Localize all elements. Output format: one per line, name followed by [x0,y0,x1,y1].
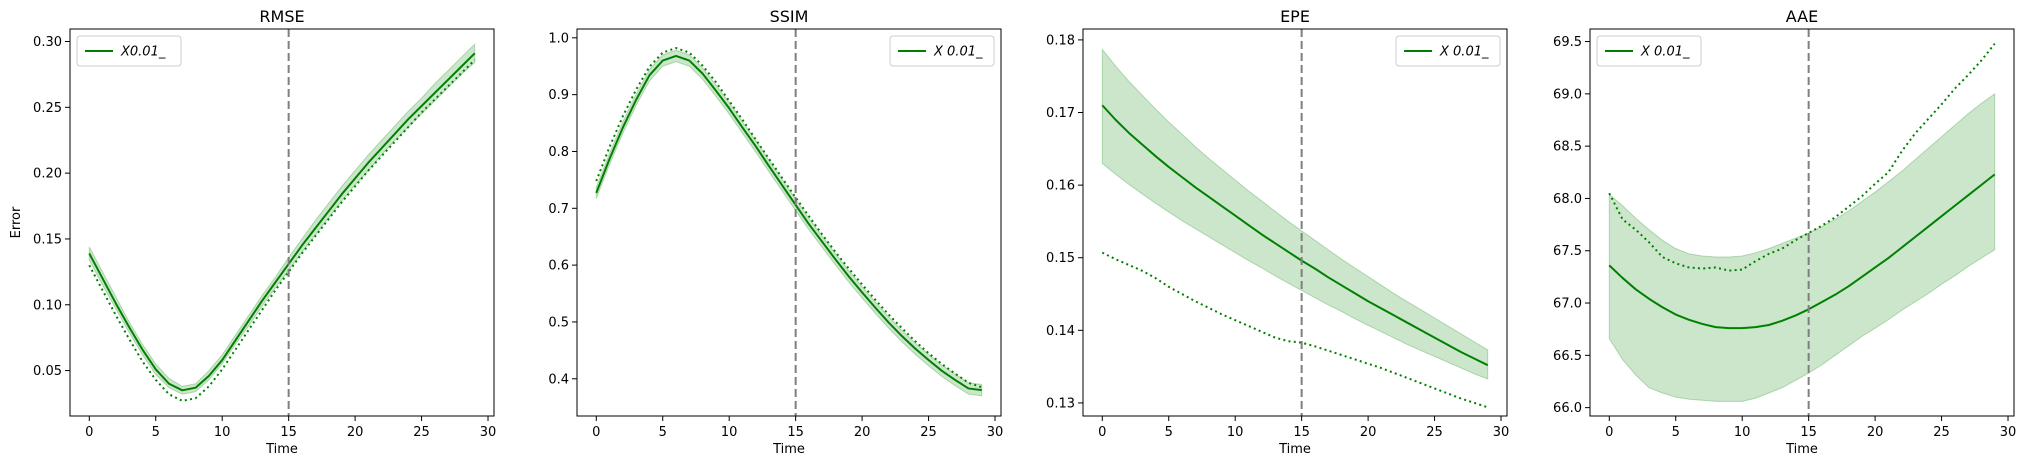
legend-label: X 0.01_ [1439,45,1489,60]
y-tick-label: 0.10 [33,298,62,313]
axes-frame [576,28,1002,417]
confidence-band [1608,92,1996,402]
y-tick-label: 0.20 [33,167,62,182]
y-tick-label: 68.5 [1553,140,1582,155]
chart-title: AAE [1786,7,1818,26]
x-tick-label: 5 [1672,425,1680,440]
axes-frame [69,28,495,417]
series-line-dotted [1608,43,1996,272]
legend-label: X0.01_ [120,45,166,60]
rmse-panel: RMSE Time Error 0 5 10 15 20 25 30 0.05 0.10 0.15… [9,7,496,457]
epe-panel: EPE Time 0 5 10 15 20 25 30 0.13 0.14 0.15 0.16 0.1… [1046,7,1509,457]
x-tick-label: 20 [1867,425,1884,440]
confidence-band [88,42,476,395]
axes-frame [1589,28,2015,417]
legend-label: X 0.01_ [933,45,983,60]
axes-frame [1082,28,1508,417]
y-tick-label: 0.15 [33,232,62,247]
series-line-solid [595,54,982,392]
y-tick-label: 67.0 [1553,297,1582,312]
legend-box [1596,35,1702,67]
y-tick-label: 66.5 [1553,349,1582,364]
series-line-dotted [88,59,476,402]
x-tick-label: 15 [1800,425,1817,440]
y-tick-label: 0.16 [1046,179,1075,194]
x-tick-label: 0 [1098,425,1106,440]
x-tick-label: 15 [280,425,297,440]
x-tick-label: 25 [920,425,937,440]
chart-title: EPE [1280,7,1310,26]
y-tick-label: 0.25 [33,101,62,116]
x-tick-label: 0 [1605,425,1613,440]
legend-box [1395,35,1501,67]
y-tick-label: 0.4 [548,372,569,387]
x-tick-label: 15 [787,425,804,440]
legend-box [889,35,995,67]
x-tick-label: 10 [721,425,738,440]
x-tick-label: 30 [480,425,497,440]
y-tick-label: 0.17 [1046,106,1075,121]
x-tick-label: 30 [1493,425,1510,440]
ssim-panel: SSIM Time 0 5 10 15 20 25 30 0.4 0.5 0.6 0.7 0.8 0.9… [548,7,1003,457]
y-tick-label: 0.15 [1046,251,1075,266]
x-tick-label: 25 [1426,425,1443,440]
x-tick-label: 30 [2000,425,2017,440]
legend-label: X 0.01_ [1640,45,1690,60]
y-tick-label: 0.6 [548,259,569,274]
x-tick-label: 5 [1165,425,1173,440]
x-axis-label: Time [265,442,298,457]
y-tick-label: 1.0 [548,31,569,46]
y-tick-label: 0.05 [33,364,62,379]
x-tick-label: 0 [592,425,600,440]
y-tick-label: 69.0 [1553,87,1582,102]
x-tick-label: 5 [659,425,667,440]
y-tick-label: 69.5 [1553,35,1582,50]
aae-panel: AAE Time 0 5 10 15 20 25 30 66.0 66.5 67.0 67.5 68.… [1553,7,2016,457]
x-tick-label: 20 [854,425,871,440]
y-tick-label: 0.7 [548,202,569,217]
series-line-solid [1101,104,1489,367]
y-tick-label: 67.5 [1553,244,1582,259]
x-tick-label: 20 [1360,425,1377,440]
y-axis-label: Error [9,206,24,238]
series-line-dotted [595,47,983,389]
x-tick-label: 10 [1227,425,1244,440]
chart-title: RMSE [259,7,304,26]
confidence-band [1101,47,1489,380]
y-tick-label: 68.0 [1553,192,1582,207]
confidence-band [595,49,983,397]
y-tick-label: 0.30 [33,35,62,50]
x-axis-label: Time [772,442,805,457]
x-tick-label: 0 [85,425,93,440]
x-tick-label: 25 [1933,425,1950,440]
y-tick-label: 0.9 [548,88,569,103]
y-tick-label: 0.8 [548,145,569,160]
series-line-solid [1608,173,1996,330]
series-line-dotted [1101,251,1489,409]
x-tick-label: 10 [214,425,231,440]
x-axis-label: Time [1785,442,1818,457]
legend-box [76,35,182,67]
chart-title: SSIM [770,7,809,26]
x-tick-label: 5 [152,425,160,440]
x-tick-label: 20 [347,425,364,440]
y-tick-label: 0.18 [1046,33,1075,48]
y-tick-label: 0.13 [1046,396,1075,411]
x-axis-label: Time [1278,442,1311,457]
x-tick-label: 15 [1293,425,1310,440]
x-tick-label: 30 [987,425,1004,440]
y-tick-label: 0.5 [548,315,569,330]
y-tick-label: 0.14 [1046,324,1075,339]
x-tick-label: 10 [1734,425,1751,440]
y-tick-label: 66.0 [1553,401,1582,416]
x-tick-label: 25 [413,425,430,440]
series-line-solid [88,52,476,392]
